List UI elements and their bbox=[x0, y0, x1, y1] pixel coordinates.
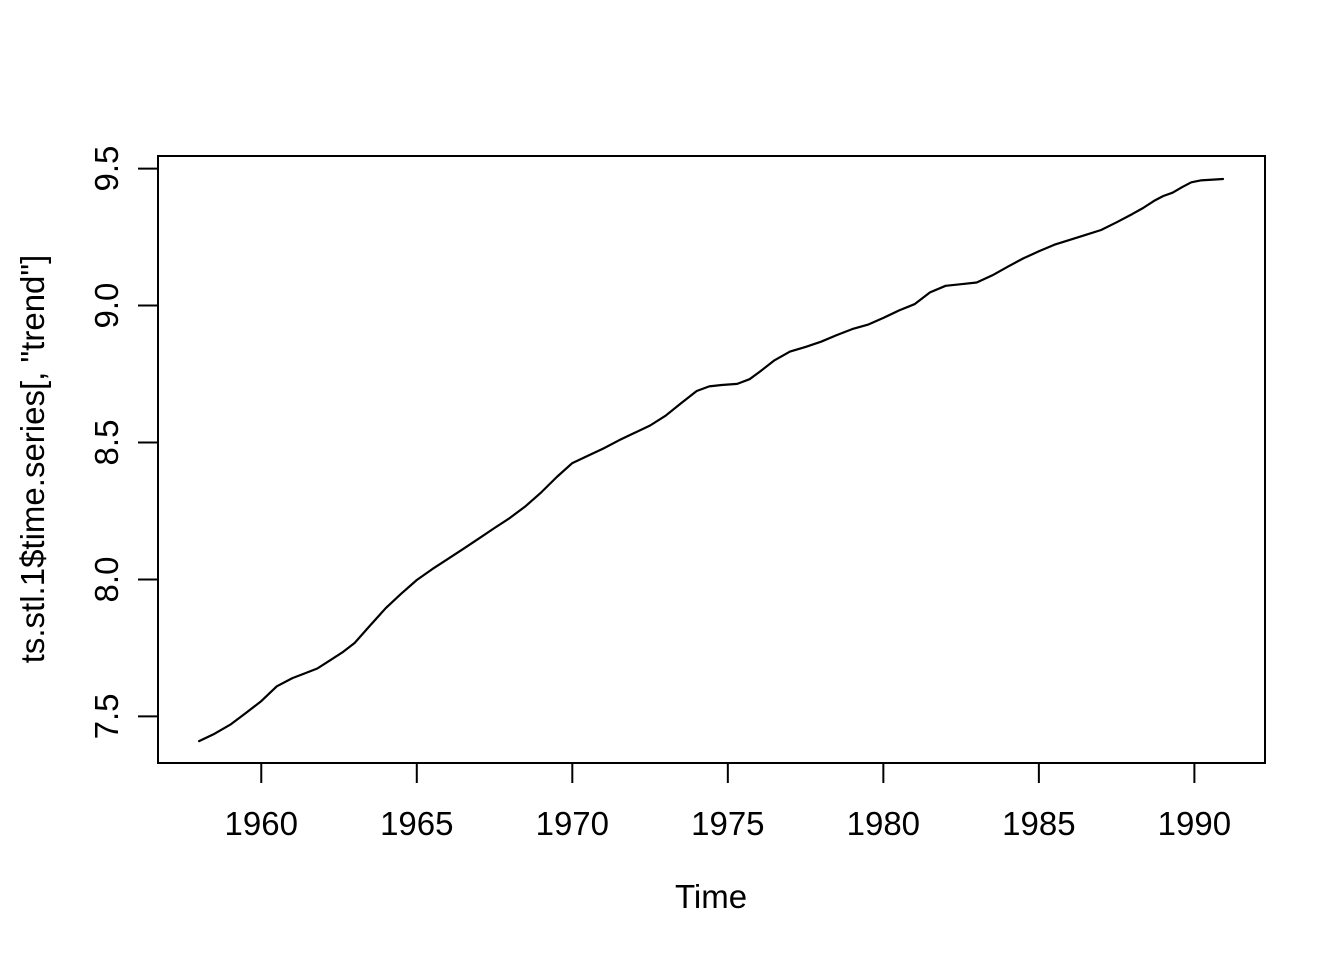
y-axis-tick-label: 9.0 bbox=[88, 283, 125, 329]
y-axis-tick-label: 9.5 bbox=[88, 146, 125, 192]
trend-line bbox=[198, 177, 1225, 743]
x-axis-tick-label: 1965 bbox=[380, 805, 453, 842]
x-axis-tick-label: 1985 bbox=[1002, 805, 1075, 842]
x-axis-tick-label: 1960 bbox=[225, 805, 298, 842]
y-axis-title: ts.stl.1$time.series[, "trend"] bbox=[14, 255, 51, 664]
y-axis-tick-label: 7.5 bbox=[88, 693, 125, 739]
plot-border bbox=[157, 155, 1266, 764]
x-axis-tick-label: 1980 bbox=[847, 805, 920, 842]
y-axis-tick-label: 8.0 bbox=[88, 557, 125, 603]
x-axis-tick-label: 1975 bbox=[691, 805, 764, 842]
x-axis-tick-label: 1970 bbox=[536, 805, 609, 842]
x-axis-title: Time bbox=[675, 878, 747, 915]
x-axis-tick-label: 1990 bbox=[1158, 805, 1231, 842]
y-axis-tick-label: 8.5 bbox=[88, 420, 125, 466]
